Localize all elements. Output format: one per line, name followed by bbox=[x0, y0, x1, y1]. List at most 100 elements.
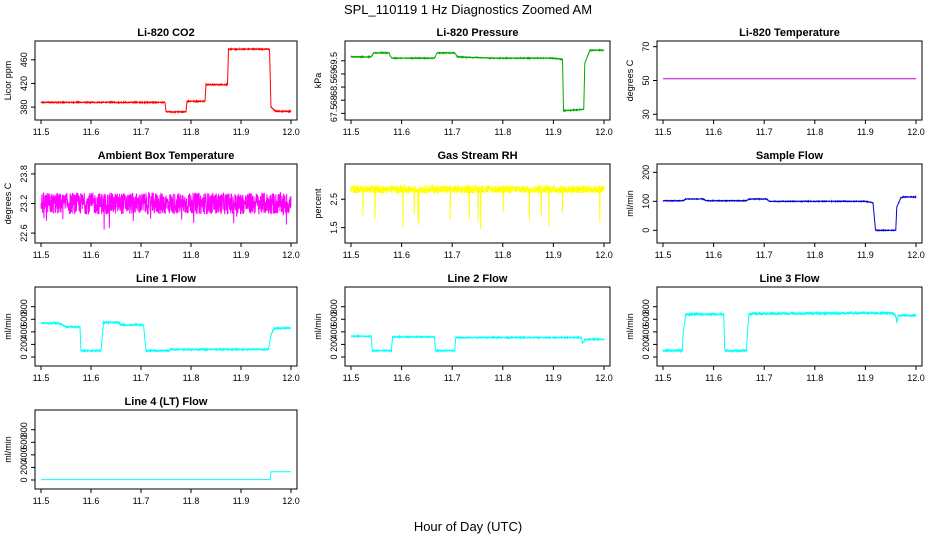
y-tick-label: 800 bbox=[641, 299, 651, 314]
x-tick-label: 11.7 bbox=[444, 373, 461, 383]
panel-title: Gas Stream RH bbox=[437, 150, 517, 162]
plot-frame bbox=[34, 409, 298, 490]
y-tick-label: 400 bbox=[19, 447, 29, 462]
y-axis-label: percent bbox=[313, 188, 323, 219]
y-tick-label: 0 bbox=[329, 354, 339, 359]
y-axis-label: ml/min bbox=[625, 313, 635, 340]
x-tick-label: 11.8 bbox=[494, 373, 511, 383]
y-tick-label: 67.5 bbox=[329, 105, 339, 123]
y-tick-label: 30 bbox=[641, 109, 651, 119]
x-tick-label: 11.6 bbox=[705, 127, 722, 137]
x-tick-label: 11.6 bbox=[393, 250, 410, 260]
y-tick-label: 400 bbox=[329, 324, 339, 339]
x-tick-label: 11.7 bbox=[133, 127, 150, 137]
y-tick-label: 200 bbox=[641, 165, 651, 180]
y-tick-label: 200 bbox=[329, 337, 339, 352]
y-axis-label: ml/min bbox=[3, 313, 13, 340]
y-tick-label: 68 bbox=[329, 95, 339, 105]
series-line-1 bbox=[662, 310, 917, 354]
x-tick-label: 11.5 bbox=[655, 127, 672, 137]
y-tick-label: 380 bbox=[19, 100, 29, 115]
panel-5: Gas Stream RH percent 1.5 2.5 11.5 11.6 11.7 11… bbox=[313, 150, 613, 260]
series-line-1 bbox=[350, 48, 605, 113]
x-tick-label: 11.9 bbox=[545, 373, 562, 383]
x-tick-label: 11.9 bbox=[545, 250, 562, 260]
y-tick-label: 420 bbox=[19, 76, 29, 91]
x-tick-label: 11.7 bbox=[756, 250, 773, 260]
x-tick-label: 11.6 bbox=[83, 127, 100, 137]
series-line-1 bbox=[662, 195, 917, 233]
y-axis-label: ml/min bbox=[3, 436, 13, 463]
x-tick-label: 11.9 bbox=[545, 127, 562, 137]
panel-title: Li-820 Pressure bbox=[437, 27, 519, 39]
y-axis-label: Licor ppm bbox=[3, 61, 13, 101]
x-tick-label: 11.5 bbox=[655, 373, 672, 383]
x-tick-label: 11.8 bbox=[494, 250, 511, 260]
y-tick-label: 600 bbox=[641, 312, 651, 327]
panel-title: Line 4 (LT) Flow bbox=[125, 396, 208, 408]
x-tick-label: 11.9 bbox=[233, 496, 250, 506]
y-tick-label: 68.5 bbox=[329, 78, 339, 96]
y-tick-label: 70 bbox=[641, 42, 651, 52]
y-axis-label: degrees C bbox=[3, 182, 13, 224]
x-tick-label: 11.6 bbox=[83, 373, 100, 383]
x-tick-label: 11.9 bbox=[233, 250, 250, 260]
plot-frame bbox=[34, 286, 298, 367]
y-axis-label: kPa bbox=[313, 73, 323, 89]
x-tick-label: 12.0 bbox=[595, 250, 613, 260]
y-tick-label: 400 bbox=[19, 324, 29, 339]
y-tick-label: 0 bbox=[641, 228, 651, 233]
x-tick-label: 11.8 bbox=[183, 496, 200, 506]
y-tick-label: 200 bbox=[641, 337, 651, 352]
y-tick-label: 200 bbox=[19, 337, 29, 352]
x-tick-label: 12.0 bbox=[282, 127, 300, 137]
x-tick-label: 11.6 bbox=[83, 250, 100, 260]
x-tick-label: 11.8 bbox=[183, 127, 200, 137]
plot-frame bbox=[344, 286, 611, 367]
y-tick-label: 69 bbox=[329, 69, 339, 79]
y-tick-label: 0 bbox=[19, 354, 29, 359]
x-tick-label: 11.8 bbox=[183, 373, 200, 383]
plot-frame bbox=[344, 40, 611, 121]
y-axis-label: ml/min bbox=[313, 313, 323, 340]
y-tick-label: 69.5 bbox=[329, 52, 339, 70]
x-tick-label: 11.5 bbox=[33, 373, 50, 383]
y-tick-label: 460 bbox=[19, 52, 29, 67]
y-tick-label: 22.6 bbox=[19, 224, 29, 242]
x-tick-label: 12.0 bbox=[282, 373, 300, 383]
plot-frame bbox=[34, 40, 298, 121]
plot-frame bbox=[656, 163, 923, 244]
y-tick-label: 800 bbox=[329, 299, 339, 314]
x-tick-label: 11.6 bbox=[393, 373, 410, 383]
plot-frame bbox=[656, 40, 923, 121]
plot-frame bbox=[344, 163, 611, 244]
panels-group: Li-820 CO2 Licor ppm 380 420 460 11.5 11.6 11.7… bbox=[3, 27, 925, 506]
y-axis-label: ml/min bbox=[625, 190, 635, 217]
x-tick-label: 12.0 bbox=[595, 373, 613, 383]
x-tick-label: 11.5 bbox=[343, 250, 360, 260]
x-tick-label: 11.9 bbox=[857, 373, 874, 383]
x-tick-label: 11.6 bbox=[83, 496, 100, 506]
figure-title: SPL_110119 1 Hz Diagnostics Zoomed AM bbox=[344, 2, 592, 17]
x-tick-label: 12.0 bbox=[595, 127, 613, 137]
x-tick-label: 11.9 bbox=[233, 127, 250, 137]
y-tick-label: 400 bbox=[641, 324, 651, 339]
series-line-1 bbox=[40, 191, 292, 230]
panel-title: Li-820 CO2 bbox=[137, 27, 194, 39]
x-tick-label: 11.7 bbox=[756, 127, 773, 137]
x-tick-label: 11.5 bbox=[33, 496, 50, 506]
series-line-1 bbox=[41, 471, 291, 481]
x-tick-label: 11.6 bbox=[393, 127, 410, 137]
series-line-1 bbox=[350, 183, 605, 229]
y-tick-label: 800 bbox=[19, 422, 29, 437]
x-tick-label: 12.0 bbox=[907, 250, 925, 260]
x-tick-label: 11.8 bbox=[806, 250, 823, 260]
x-tick-label: 11.6 bbox=[705, 250, 722, 260]
y-tick-label: 2.5 bbox=[329, 193, 339, 206]
y-tick-label: 0 bbox=[641, 354, 651, 359]
panel-title: Li-820 Temperature bbox=[739, 27, 840, 39]
panel-1: Li-820 CO2 Licor ppm 380 420 460 11.5 11.6 11.7… bbox=[3, 27, 300, 137]
figure-xlabel: Hour of Day (UTC) bbox=[414, 519, 522, 534]
